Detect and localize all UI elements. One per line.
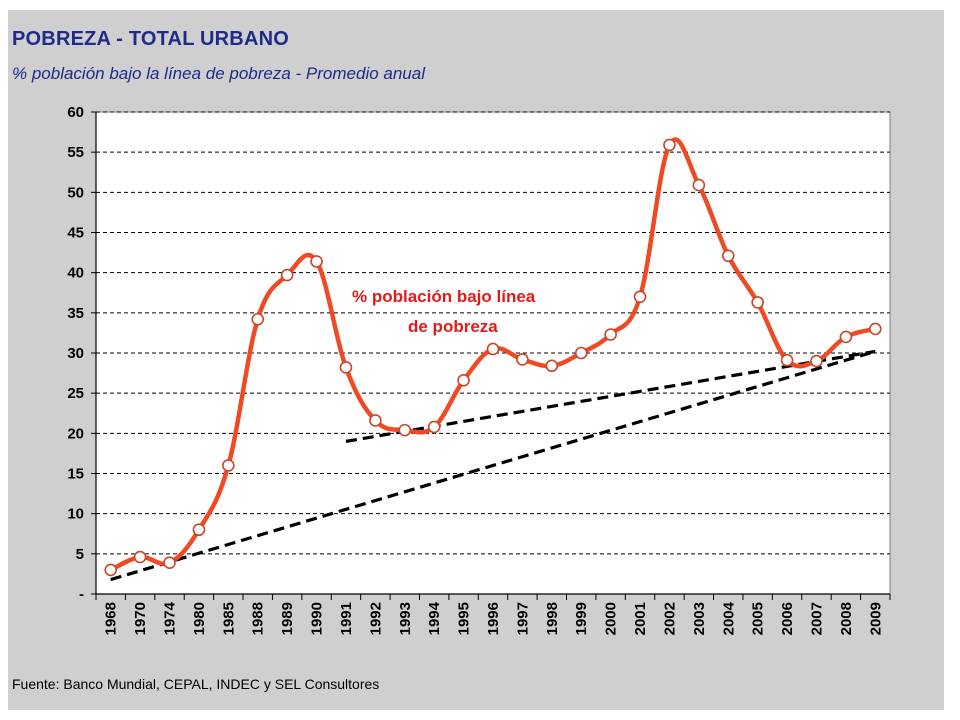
trend-line bbox=[110, 349, 876, 582]
x-tick-label: 1998 bbox=[544, 602, 561, 635]
data-point bbox=[516, 353, 529, 366]
x-tick-label: 1988 bbox=[250, 602, 267, 635]
x-tick-label: 2009 bbox=[867, 602, 884, 635]
data-point bbox=[457, 374, 470, 387]
data-point bbox=[310, 255, 323, 268]
data-point bbox=[251, 312, 265, 326]
source-note: Fuente: Banco Mundial, CEPAL, INDEC y SE… bbox=[12, 676, 380, 692]
data-point bbox=[486, 342, 500, 356]
x-tick-label: 1996 bbox=[485, 602, 502, 635]
x-tick-label: 1990 bbox=[309, 602, 326, 635]
x-tick-label: 1992 bbox=[367, 602, 384, 635]
y-tick-label: 5 bbox=[76, 546, 84, 563]
data-point bbox=[574, 346, 588, 360]
data-point bbox=[339, 361, 353, 374]
x-tick-label: 2005 bbox=[750, 602, 767, 635]
x-tick-label: 2008 bbox=[838, 602, 855, 635]
x-tick-label: 1970 bbox=[132, 602, 149, 635]
x-tick-label: 1994 bbox=[426, 601, 443, 635]
y-tick-label: 25 bbox=[67, 385, 84, 402]
y-tick-label: 40 bbox=[67, 265, 84, 282]
x-tick-label: 2006 bbox=[779, 602, 796, 635]
data-point bbox=[222, 459, 235, 472]
x-tick-label: 1989 bbox=[279, 602, 296, 635]
data-point bbox=[692, 178, 706, 192]
y-tick-label: 30 bbox=[67, 345, 84, 362]
x-tick-label: 1991 bbox=[338, 602, 355, 635]
y-tick-label: 55 bbox=[67, 144, 84, 161]
data-point bbox=[663, 138, 676, 152]
data-point bbox=[369, 414, 382, 427]
data-point bbox=[868, 322, 882, 336]
data-point bbox=[780, 353, 794, 367]
data-point bbox=[839, 330, 853, 344]
x-tick-label: 1993 bbox=[397, 602, 414, 635]
data-point bbox=[751, 296, 764, 309]
x-tick-label: 2004 bbox=[720, 601, 737, 635]
data-point bbox=[133, 550, 147, 564]
data-point bbox=[545, 359, 559, 373]
x-tick-label: 2007 bbox=[808, 602, 825, 635]
y-tick-label: 10 bbox=[67, 506, 84, 523]
x-tick-label: 1999 bbox=[573, 602, 590, 635]
data-point bbox=[163, 556, 176, 569]
data-point bbox=[721, 249, 735, 263]
y-tick-label: 45 bbox=[67, 225, 84, 242]
y-tick-label: 60 bbox=[67, 104, 84, 121]
data-point bbox=[192, 523, 206, 537]
series-annotation-line2: de pobreza bbox=[408, 317, 498, 336]
chart-subtitle: % población bajo la línea de pobreza - P… bbox=[12, 64, 425, 83]
data-point bbox=[280, 268, 294, 282]
data-point bbox=[104, 563, 118, 577]
x-tick-label: 1968 bbox=[103, 602, 120, 635]
y-tick-label: 15 bbox=[67, 466, 84, 483]
x-tick-label: 1985 bbox=[220, 602, 237, 635]
data-point bbox=[427, 420, 441, 434]
x-tick-label: 1997 bbox=[514, 602, 531, 635]
series-annotation-line1: % población bajo línea bbox=[352, 287, 536, 306]
y-tick-label: 35 bbox=[67, 305, 84, 322]
x-tick-label: 2002 bbox=[661, 602, 678, 635]
x-tick-label: 1995 bbox=[456, 602, 473, 635]
x-tick-label: 2000 bbox=[603, 602, 620, 635]
data-point bbox=[633, 290, 647, 304]
chart-title: POBREZA - TOTAL URBANO bbox=[12, 28, 289, 50]
data-point bbox=[810, 354, 823, 368]
data-point bbox=[398, 423, 412, 437]
x-tick-label: 1974 bbox=[162, 601, 179, 635]
y-tick-label: 50 bbox=[67, 184, 84, 201]
x-tick-label: 1980 bbox=[191, 602, 208, 635]
data-point bbox=[604, 328, 617, 341]
y-tick-label: - bbox=[79, 586, 84, 603]
x-tick-label: 2003 bbox=[691, 602, 708, 635]
y-tick-label: 20 bbox=[67, 425, 84, 442]
x-tick-label: 2001 bbox=[632, 602, 649, 635]
